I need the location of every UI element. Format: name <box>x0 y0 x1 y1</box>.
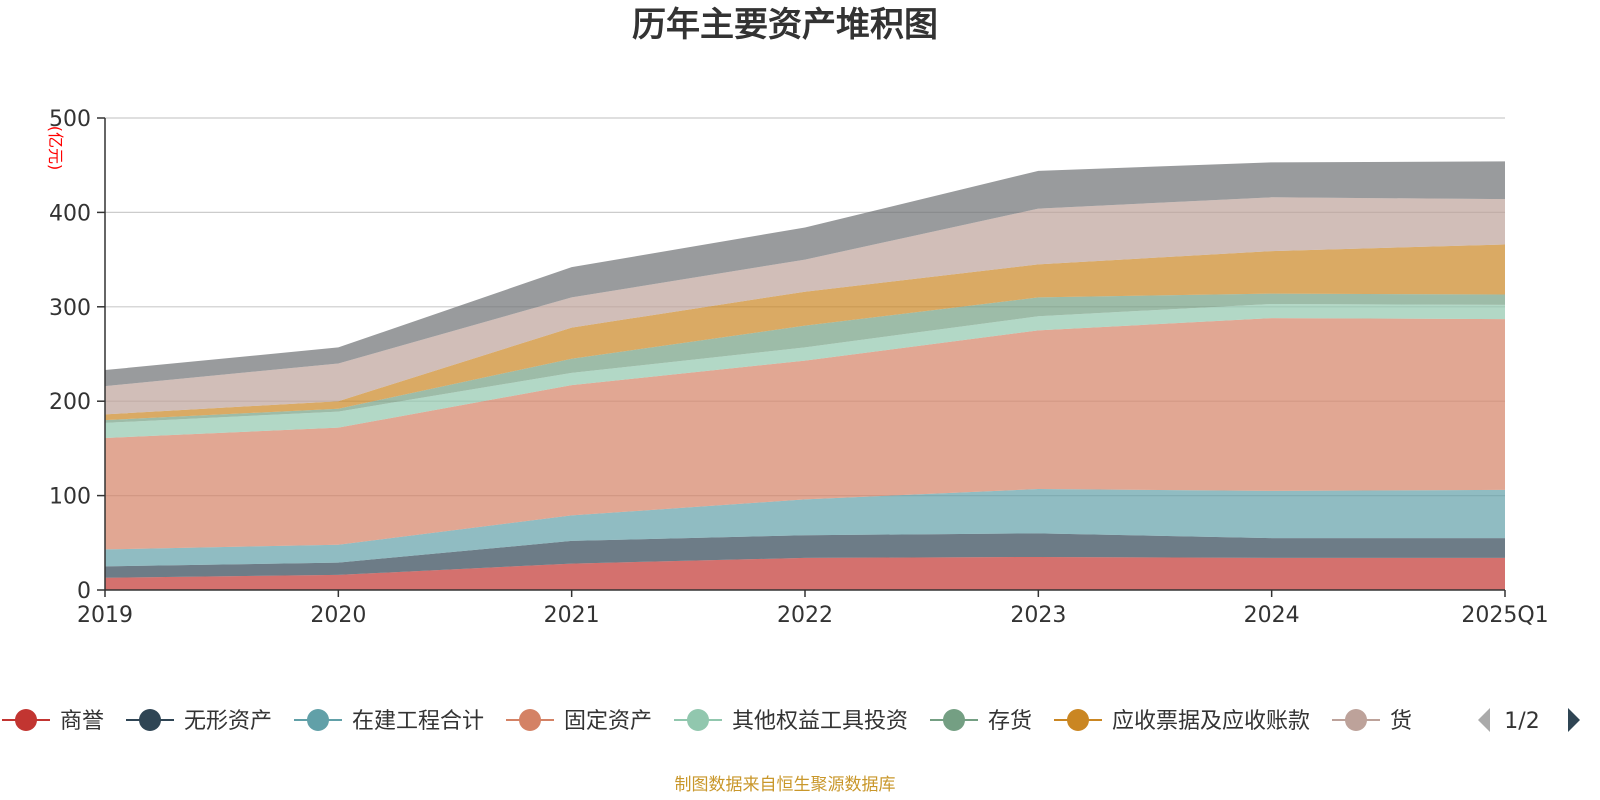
legend-marker-icon <box>1345 709 1367 731</box>
legend-marker-icon <box>519 709 541 731</box>
legend-marker-icon <box>687 709 709 731</box>
legend-marker-icon <box>307 709 329 731</box>
x-axis-ticks: 2019 2020 2021 2022 2023 2024 2025Q1 <box>77 590 1549 628</box>
legend-label: 应收票据及应收账款 <box>1112 709 1310 734</box>
legend-item[interactable]: 商誉 <box>2 709 104 734</box>
legend-label: 在建工程合计 <box>352 709 484 734</box>
area-series-6[interactable] <box>105 244 1505 421</box>
legend-label: 存货 <box>988 709 1032 734</box>
legend-marker-icon <box>1067 709 1089 731</box>
legend-label: 固定资产 <box>564 709 652 734</box>
data-source-note: 制图数据来自恒生聚源数据库 <box>675 775 896 795</box>
legend-marker-icon <box>139 709 161 731</box>
x-tick-label: 2023 <box>1010 603 1066 628</box>
y-tick-label: 0 <box>77 579 91 604</box>
area-series-3[interactable] <box>105 318 1505 550</box>
y-tick-label: 400 <box>49 201 91 226</box>
x-tick-label: 2025Q1 <box>1461 603 1548 628</box>
y-axis-unit-label: (亿元) <box>46 126 65 171</box>
area-series-2[interactable] <box>105 488 1505 567</box>
legend-prev-page-icon[interactable] <box>1478 708 1490 732</box>
legend: 商誉 无形资产 在建工程合计 固定资产 其他权益工具投资 存货 应收票据及应收账款 货 <box>2 709 1412 734</box>
legend-pager: 1/2 <box>1478 708 1580 734</box>
legend-item[interactable]: 货 <box>1332 709 1412 734</box>
area-series-7[interactable] <box>105 197 1505 415</box>
legend-next-page-icon[interactable] <box>1568 708 1580 732</box>
y-tick-label: 500 <box>49 107 91 132</box>
legend-label: 商誉 <box>60 709 104 734</box>
y-tick-label: 200 <box>49 390 91 415</box>
area-series-8[interactable] <box>105 161 1505 387</box>
legend-item[interactable]: 在建工程合计 <box>294 709 484 734</box>
x-tick-label: 2022 <box>777 603 833 628</box>
area-series-4[interactable] <box>105 303 1505 439</box>
legend-item[interactable]: 固定资产 <box>506 709 652 734</box>
legend-page-indicator: 1/2 <box>1504 709 1539 734</box>
y-tick-label: 300 <box>49 296 91 321</box>
legend-item[interactable]: 无形资产 <box>126 709 272 734</box>
x-tick-label: 2019 <box>77 603 133 628</box>
legend-marker-icon <box>943 709 965 731</box>
x-tick-label: 2020 <box>310 603 366 628</box>
legend-label: 其他权益工具投资 <box>732 709 908 734</box>
x-tick-label: 2021 <box>544 603 600 628</box>
legend-item[interactable]: 应收票据及应收账款 <box>1054 709 1310 734</box>
chart-title: 历年主要资产堆积图 <box>632 5 938 45</box>
area-series <box>105 161 1505 590</box>
y-tick-label: 100 <box>49 485 91 510</box>
legend-item[interactable]: 其他权益工具投资 <box>674 709 908 734</box>
legend-items: 商誉 无形资产 在建工程合计 固定资产 其他权益工具投资 存货 应收票据及应收账款 货 <box>2 709 1412 734</box>
x-tick-label: 2024 <box>1244 603 1300 628</box>
legend-label: 无形资产 <box>184 709 272 734</box>
area-series-5[interactable] <box>105 293 1505 423</box>
y-axis-ticks: 0 100 200 300 400 500 <box>49 107 105 604</box>
legend-item[interactable]: 存货 <box>930 709 1032 734</box>
legend-label: 货 <box>1390 709 1412 734</box>
area-series-0[interactable] <box>105 556 1505 590</box>
legend-marker-icon <box>15 709 37 731</box>
area-series-1[interactable] <box>105 533 1505 578</box>
